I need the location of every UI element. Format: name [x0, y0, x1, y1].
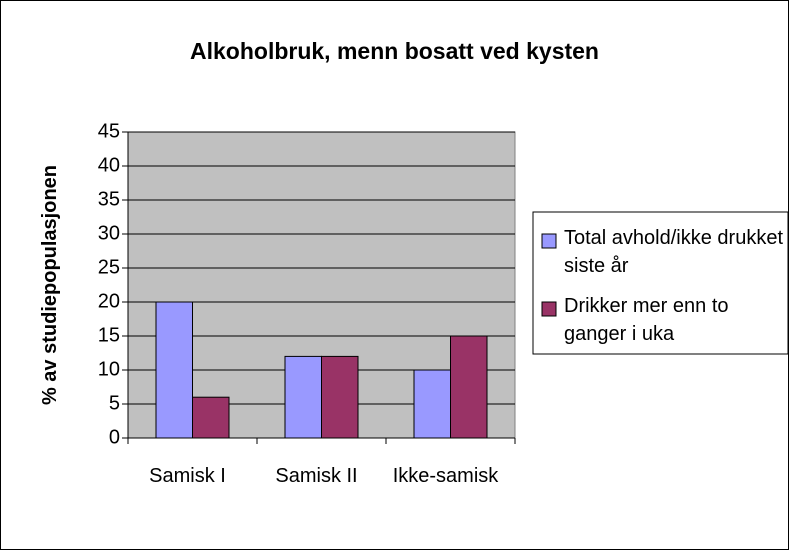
y-tick-label: 20: [98, 290, 120, 312]
y-tick-label: 35: [98, 188, 120, 210]
y-tick-label: 30: [98, 222, 120, 244]
bar: [321, 355, 359, 439]
bar: [155, 301, 193, 439]
legend-swatch: [541, 301, 557, 317]
chart-title: Alkoholbruk, menn bosatt ved kysten: [190, 38, 599, 64]
y-tick-label: 25: [98, 256, 120, 278]
bar: [450, 335, 488, 439]
y-tick-label: 10: [98, 358, 120, 380]
x-tick-label: Samisk I: [149, 465, 226, 487]
bar: [192, 396, 230, 439]
x-tick-label: Ikke-samisk: [392, 465, 499, 487]
legend-label: Drikker mer enn to ganger i uka: [564, 295, 729, 346]
y-tick-label: 45: [98, 120, 120, 142]
bar: [413, 369, 451, 439]
y-tick-label: 5: [109, 392, 120, 414]
y-axis-title: % av studiepopulasjonen: [39, 164, 61, 406]
x-tick-label: Samisk II: [275, 465, 358, 487]
y-tick-label: 15: [98, 324, 120, 346]
legend-box: [532, 211, 789, 355]
legend-swatch: [541, 233, 557, 249]
y-tick-label: 40: [98, 154, 120, 176]
bar: [284, 355, 322, 439]
y-tick-label: 0: [109, 426, 120, 448]
legend-label: Total avhold/ikke drukket siste år: [564, 227, 784, 278]
